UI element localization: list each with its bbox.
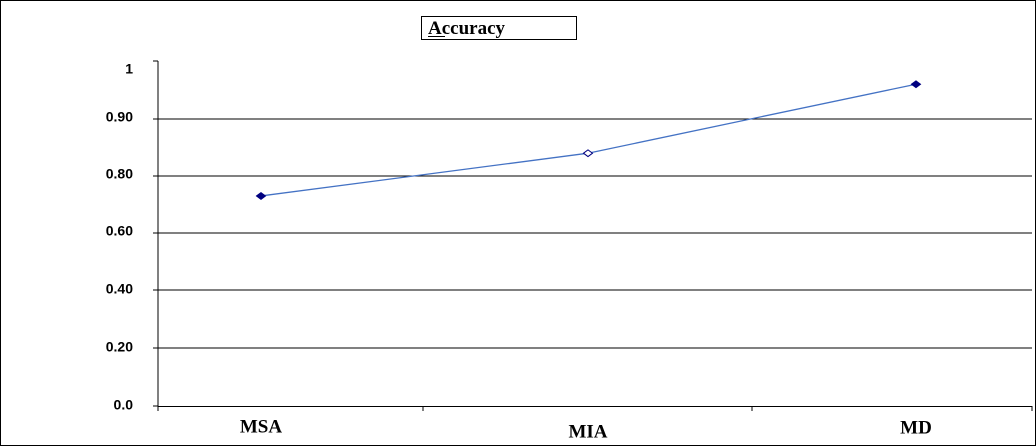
gridlines bbox=[158, 118, 1032, 349]
data-point-marker bbox=[582, 149, 594, 158]
y-tick-label: 0.60 bbox=[106, 223, 133, 239]
y-tick-label: 0.90 bbox=[106, 109, 133, 125]
y-tick-label: 0.80 bbox=[106, 166, 133, 182]
data-point-marker bbox=[255, 191, 267, 200]
series-accuracy bbox=[255, 80, 922, 200]
y-tick-label: 0.20 bbox=[106, 339, 133, 355]
x-tick-label: MD bbox=[900, 417, 932, 438]
legend: Accuracy bbox=[421, 16, 577, 40]
x-axis-tick-labels: MSA MIA MD bbox=[240, 416, 932, 442]
series-line bbox=[260, 83, 917, 197]
axes bbox=[153, 60, 1033, 411]
x-tick-label: MIA bbox=[568, 421, 607, 442]
y-tick-label: 0.40 bbox=[106, 281, 133, 297]
y-tick-label: 0.0 bbox=[114, 397, 134, 413]
x-tick-label: MSA bbox=[240, 416, 283, 437]
data-point-marker bbox=[910, 80, 922, 89]
y-tick-label: 1 bbox=[125, 61, 133, 77]
legend-label: Accuracy bbox=[428, 18, 506, 39]
y-axis-tick-labels: 0.0 0.20 0.40 0.60 0.80 0.90 1 bbox=[106, 61, 133, 413]
legend-swatch bbox=[428, 36, 445, 37]
